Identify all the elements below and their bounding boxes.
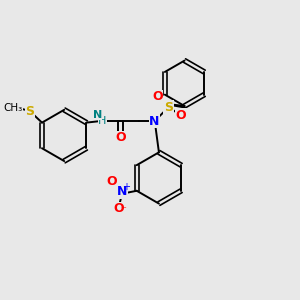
Text: O: O (115, 131, 126, 144)
Text: ⁻: ⁻ (120, 205, 126, 215)
Text: S: S (164, 101, 173, 114)
Text: S: S (25, 105, 34, 118)
Text: O: O (152, 91, 163, 103)
Text: N: N (149, 115, 160, 128)
Text: N: N (92, 110, 102, 120)
Text: +: + (122, 182, 130, 192)
Text: O: O (113, 202, 124, 215)
Text: O: O (106, 175, 117, 188)
Text: H: H (98, 116, 106, 126)
Text: O: O (176, 109, 186, 122)
Text: CH₃: CH₃ (4, 103, 23, 113)
Text: N: N (117, 185, 127, 198)
